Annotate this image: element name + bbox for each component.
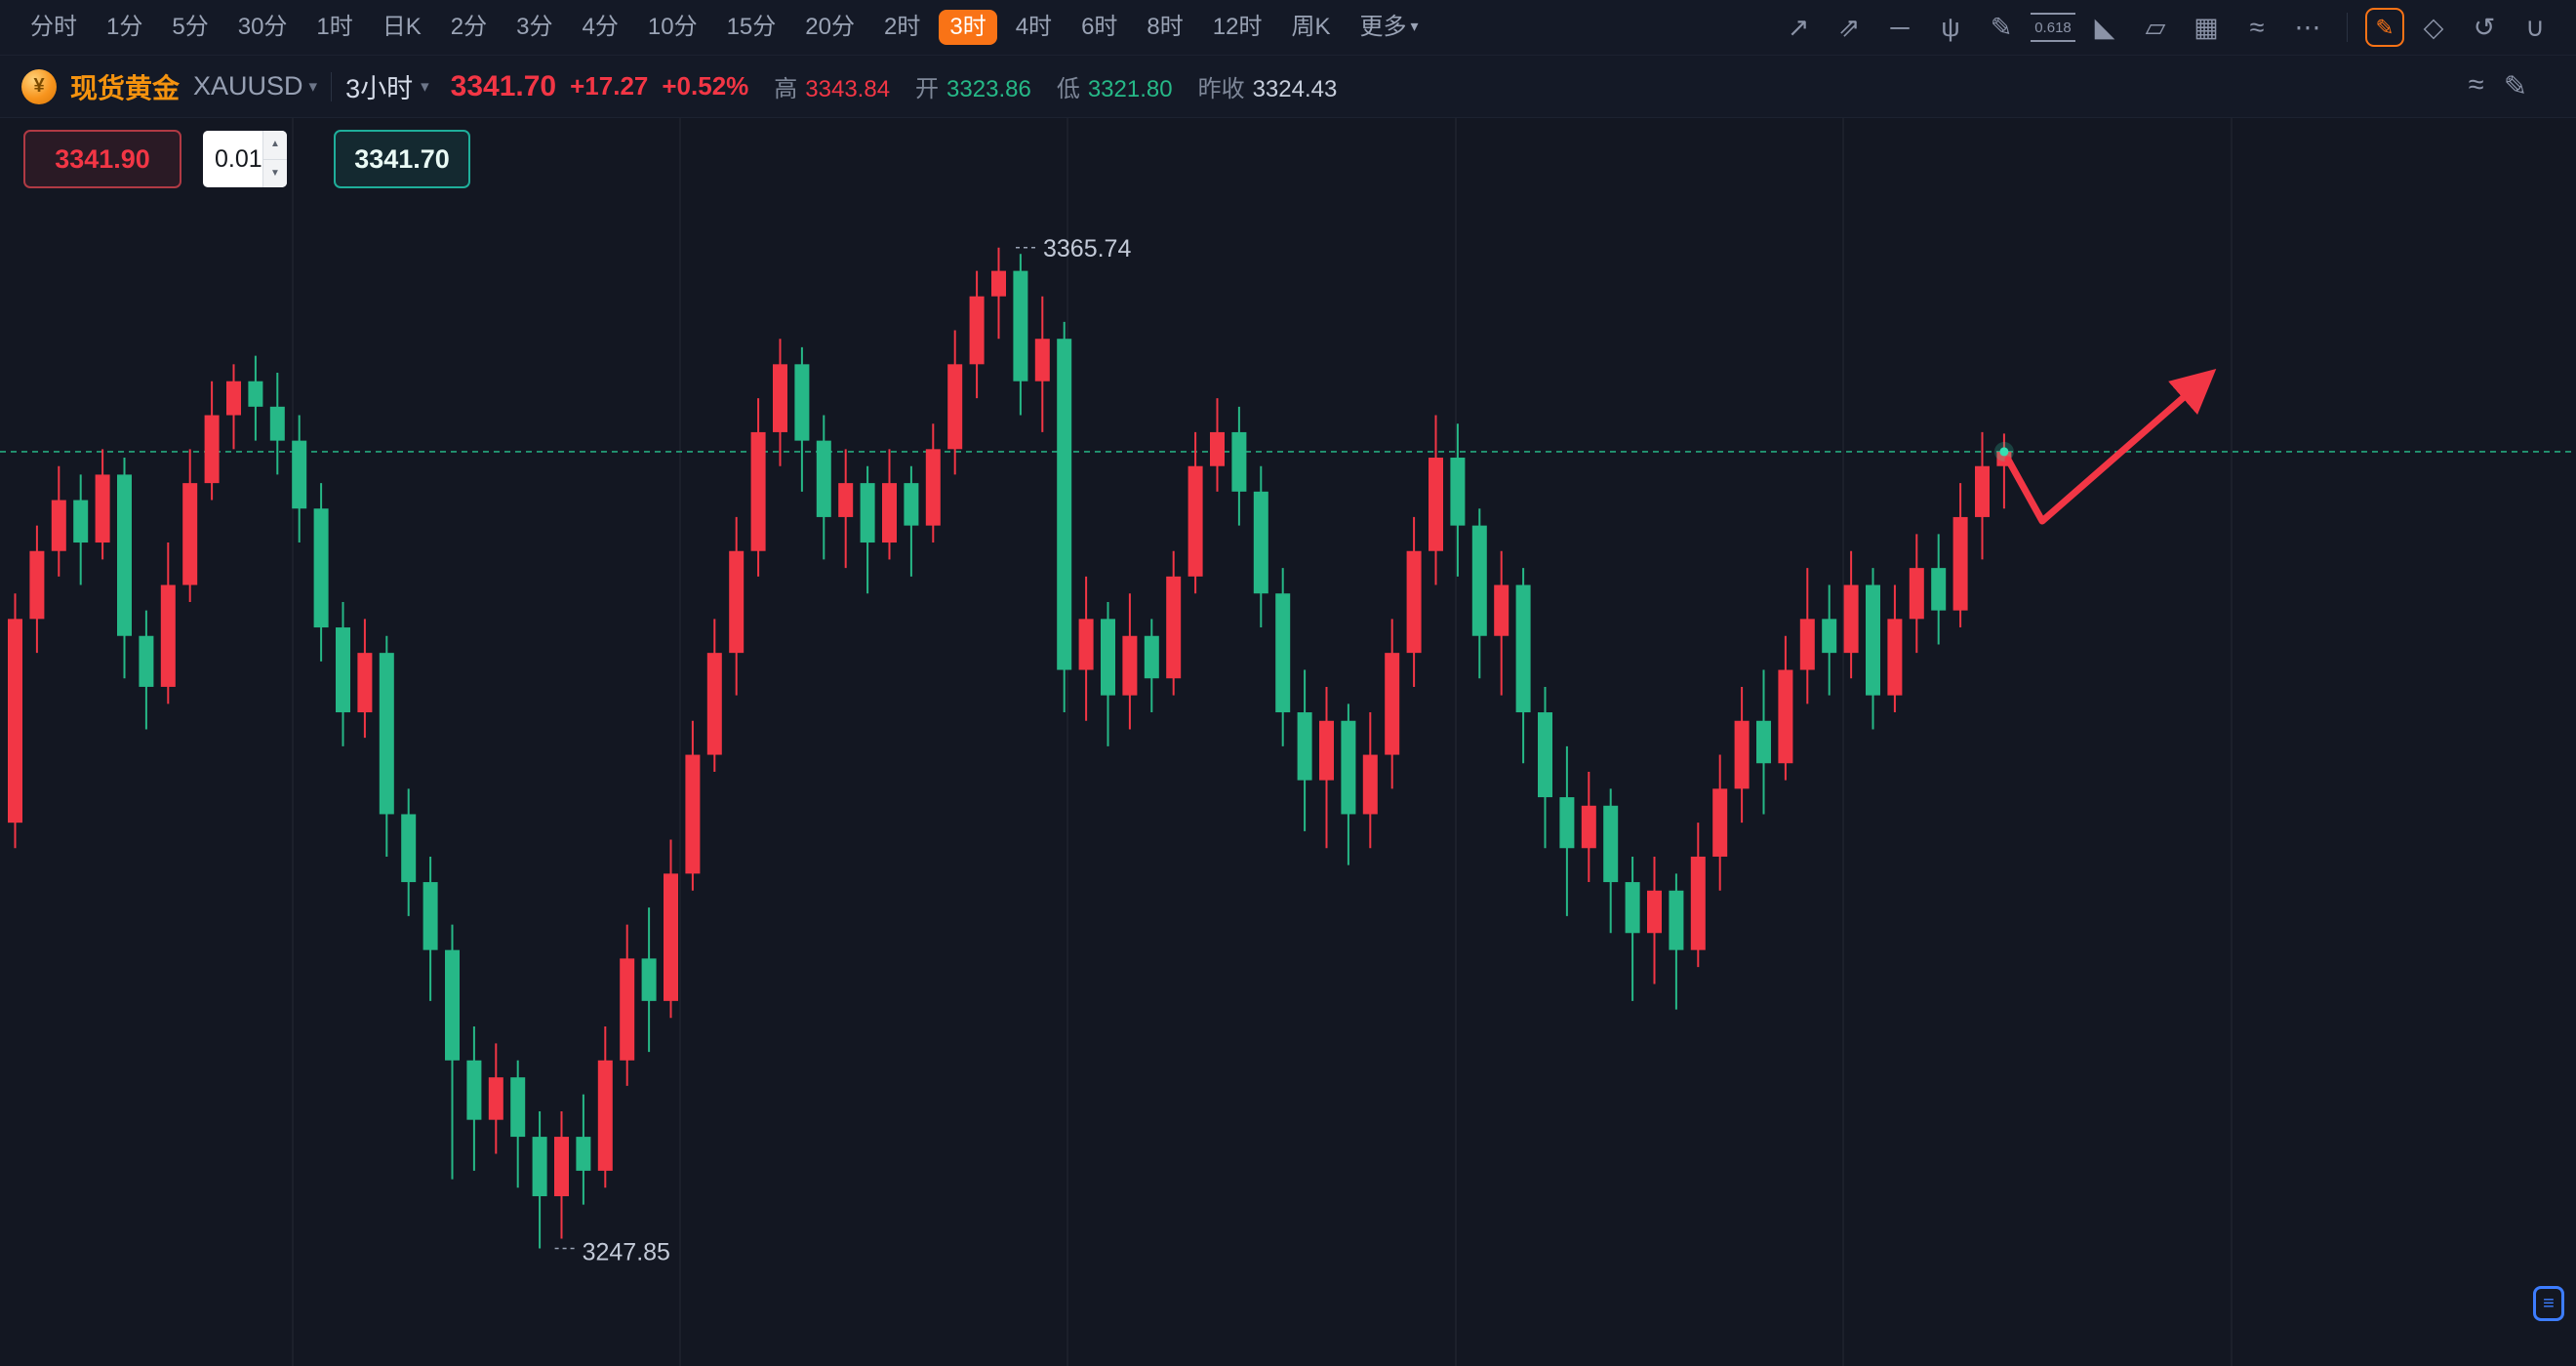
symbol-code-selector[interactable]: XAUUSD ▾: [193, 71, 317, 101]
low-value: 3321.80: [1087, 76, 1173, 102]
timeframe-more-button[interactable]: 更多 ▾: [1359, 14, 1419, 40]
quantity-input[interactable]: 0.01: [215, 144, 262, 173]
divider: [2347, 13, 2348, 42]
chevron-down-icon: ▾: [308, 76, 318, 96]
high-stat: 高 3343.84: [774, 69, 890, 103]
svg-text:3247.85: 3247.85: [583, 1238, 670, 1266]
symbol-bar: ¥ 现货黄金 XAUUSD ▾ 3小时 ▾ 3341.70 +17.27 +0.…: [0, 56, 2576, 118]
drawing-tools: ↗ ⇗ ─ ψ ✎ 0.618 ◣ ▱ ▦ ≈ ⋯ ✎ ◇ ↺ ∪: [1777, 6, 2556, 49]
timeframe-button-15分[interactable]: 15分: [726, 14, 777, 40]
timeframe-button-1时[interactable]: 1时: [316, 14, 353, 40]
timeframe-button-4分[interactable]: 4分: [582, 14, 619, 40]
clear-drawings-icon[interactable]: ◇: [2423, 12, 2444, 42]
image-icon[interactable]: ▦: [2194, 12, 2219, 42]
timeframe-toolbar: 分时 1分 5分 30分 1时 日K 2分 3分 4分 10分 15分 20分 2时 3时 4时 6时 8时 12…: [0, 0, 2576, 56]
timeframe-button-2时[interactable]: 2时: [883, 14, 921, 40]
sell-price-button[interactable]: 3341.90: [23, 130, 181, 188]
trend-line-icon[interactable]: ↗: [1787, 12, 1810, 42]
timeframe-button-30分[interactable]: 30分: [237, 14, 288, 40]
quick-draw-icon[interactable]: ✎: [2503, 71, 2527, 102]
panel-toggle-icon[interactable]: ≡: [2533, 1286, 2564, 1321]
indicator-line-icon[interactable]: ≈: [2249, 12, 2265, 42]
timeframe-button-8时[interactable]: 8时: [1147, 14, 1184, 40]
timeframe-button-3时[interactable]: 3时: [939, 10, 997, 45]
timeframe-button-分时[interactable]: 分时: [30, 14, 77, 40]
symbol-code: XAUUSD: [193, 71, 303, 100]
interval-selector[interactable]: 3小时 ▾: [345, 67, 429, 105]
high-value: 3343.84: [805, 76, 891, 102]
timeframe-button-12时[interactable]: 12时: [1212, 14, 1263, 40]
chart-area: 3365.74 3247.85 3341.90 0.01 ▲ ▼ 3341.70 …: [0, 118, 2576, 1366]
prev-close-stat: 昨收 3324.43: [1198, 69, 1338, 103]
quantity-box: 0.01 ▲ ▼: [203, 131, 287, 187]
open-label: 开: [915, 76, 940, 102]
gold-coin-icon: ¥: [21, 68, 57, 104]
timeframe-button-日K[interactable]: 日K: [382, 14, 422, 40]
timeframe-button-2分[interactable]: 2分: [450, 14, 488, 40]
timeframe-button-4时[interactable]: 4时: [1015, 14, 1053, 40]
high-label: 高: [774, 76, 798, 102]
open-stat: 开 3323.86: [915, 69, 1031, 103]
timeframe-button-20分[interactable]: 20分: [805, 14, 855, 40]
last-price: 3341.70: [450, 69, 557, 102]
low-stat: 低 3321.80: [1057, 69, 1173, 103]
undo-icon[interactable]: ↺: [2473, 12, 2496, 42]
prev-close-value: 3324.43: [1252, 76, 1338, 102]
low-label: 低: [1056, 76, 1080, 102]
pencil-icon[interactable]: ✎: [1990, 12, 2013, 42]
timeframe-button-1分[interactable]: 1分: [106, 14, 143, 40]
svg-text:3365.74: 3365.74: [1043, 235, 1131, 262]
price-change: +17.27: [570, 71, 649, 100]
trade-panel: 3341.90 0.01 ▲ ▼ 3341.70: [23, 130, 470, 188]
eraser-icon[interactable]: ▱: [2145, 12, 2166, 42]
quantity-increase-button[interactable]: ▲: [263, 131, 287, 160]
timeframe-button-3分[interactable]: 3分: [516, 14, 553, 40]
timeframe-button-周K[interactable]: 周K: [1291, 14, 1331, 40]
timeframe-button-10分[interactable]: 10分: [647, 14, 698, 40]
more-tools-icon[interactable]: ⋯: [2294, 12, 2321, 42]
timeframe-button-5分[interactable]: 5分: [172, 14, 209, 40]
quantity-stepper: ▲ ▼: [262, 131, 287, 187]
parallel-channel-icon[interactable]: ⇗: [1837, 12, 1861, 42]
chevron-down-icon: ▾: [1410, 19, 1419, 35]
gann-fan-icon[interactable]: ◣: [2094, 12, 2115, 42]
divider: [331, 71, 333, 101]
symbol-name[interactable]: 现货黄金: [70, 72, 181, 103]
timeframe-list: 分时 1分 5分 30分 1时 日K 2分 3分 4分 10分 15分 20分 2时 3时 4时 6时 8时 12…: [20, 10, 1429, 45]
quantity-decrease-button[interactable]: ▼: [263, 159, 287, 187]
interval-label: 3小时: [345, 74, 414, 103]
prev-close-label: 昨收: [1197, 76, 1245, 102]
chart-quick-actions: ≈ ✎: [2469, 69, 2527, 103]
drawing-board-icon[interactable]: ✎: [2365, 8, 2404, 47]
chevron-down-icon: ▾: [421, 76, 429, 96]
buy-price-button[interactable]: 3341.70: [334, 130, 470, 188]
pitchfork-icon[interactable]: ψ: [1941, 12, 1960, 42]
chart-style-icon[interactable]: ≈: [2468, 69, 2484, 100]
magnet-icon[interactable]: ∪: [2525, 12, 2545, 42]
timeframe-button-6时[interactable]: 6时: [1081, 14, 1118, 40]
fibonacci-icon[interactable]: 0.618: [2031, 13, 2075, 42]
horizontal-line-icon[interactable]: ─: [1890, 12, 1910, 42]
price-change-percent: +0.52%: [662, 71, 749, 100]
candlestick-chart-canvas[interactable]: 3365.74 3247.85: [0, 118, 2576, 1366]
open-value: 3323.86: [946, 76, 1031, 102]
